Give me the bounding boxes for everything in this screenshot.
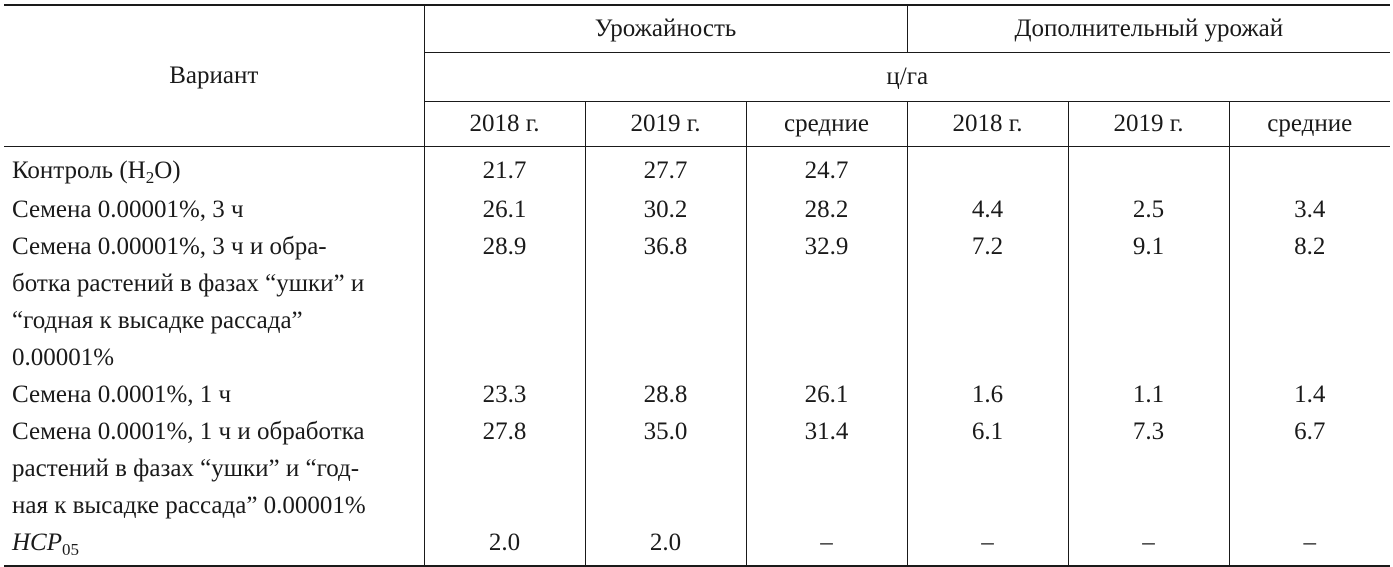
table-cell: 31.4 (745, 413, 908, 524)
row-label: Контроль (H2O) (4, 147, 424, 192)
table-cell: 2.0 (584, 524, 746, 567)
table-cell: 9.1 (1067, 228, 1230, 376)
col-header-extra-2018: 2018 г. (906, 101, 1069, 147)
col-header-yield-2018: 2018 г. (423, 101, 585, 147)
col-header-extra-2019: 2019 г. (1067, 101, 1230, 147)
table-row: Семена 0.0001%, 1 ч 23.3 28.8 26.1 1.6 1… (4, 376, 1391, 413)
row-label: HCP05 (4, 524, 424, 567)
table-cell: 21.7 (423, 146, 585, 191)
row-label-subscript: 2 (145, 168, 155, 187)
variant-column-header: Вариант (4, 4, 424, 147)
table-row: Контроль (H2O) 21.7 27.7 24.7 (4, 146, 1391, 192)
row-label-text: O) (154, 157, 181, 184)
row-label-line: ная к высадке рассада” 0.00001% (12, 492, 366, 519)
row-label: Семена 0.00001%, 3 ч и обра- ботка расте… (4, 228, 424, 376)
table-cell: 7.2 (906, 228, 1069, 376)
table-cell: 7.3 (1067, 413, 1230, 524)
table-cell: 32.9 (745, 228, 908, 376)
table-cell: – (1228, 524, 1391, 567)
table-cell (1067, 146, 1230, 191)
table-cell: 28.9 (423, 228, 585, 376)
table-cell: 6.7 (1228, 413, 1391, 524)
table-cell: 23.3 (423, 376, 585, 413)
table-cell (1228, 146, 1391, 191)
table-header: Вариант Урожайность Дополнительный урожа… (4, 4, 1391, 147)
table-cell: 1.6 (906, 376, 1069, 413)
table-cell: 35.0 (584, 413, 746, 524)
table-row: Семена 0.00001%, 3 ч 26.1 30.2 28.2 4.4 … (4, 191, 1391, 228)
table-cell: 30.2 (584, 191, 746, 228)
row-label: Семена 0.0001%, 1 ч (4, 376, 424, 413)
table-cell: 36.8 (584, 228, 746, 376)
col-header-yield-mean: средние (745, 101, 908, 147)
row-label-line: “годная к высадке рассада” (12, 307, 303, 334)
table-row: Семена 0.00001%, 3 ч и обра- ботка расте… (4, 228, 1391, 376)
table-row: Семена 0.0001%, 1 ч и обработка растений… (4, 413, 1391, 524)
table-cell: 28.8 (584, 376, 746, 413)
row-label: Семена 0.00001%, 3 ч (4, 191, 424, 228)
table-cell: 3.4 (1228, 191, 1391, 228)
table-cell: 26.1 (745, 376, 908, 413)
table-cell: 6.1 (906, 413, 1069, 524)
table-cell (906, 146, 1069, 191)
col-header-extra-mean: средние (1228, 101, 1391, 147)
col-header-yield-2019: 2019 г. (584, 101, 746, 147)
row-label-line: Семена 0.0001%, 1 ч (12, 381, 232, 408)
row-label-line: Семена 0.00001%, 3 ч и обра- (12, 233, 327, 260)
unit-header: ц/га (423, 52, 1391, 102)
table-body: Контроль (H2O) 21.7 27.7 24.7 Семена 0.0… (4, 146, 1391, 567)
table-cell: 4.4 (906, 191, 1069, 228)
row-label-line: Семена 0.00001%, 3 ч (12, 196, 244, 223)
table-cell: 1.1 (1067, 376, 1230, 413)
table-cell: 1.4 (1228, 376, 1391, 413)
table-cell: – (745, 524, 908, 567)
table-cell: 27.7 (584, 146, 746, 191)
table-cell: 24.7 (745, 146, 908, 191)
table-cell: – (906, 524, 1069, 567)
table-cell: 2.0 (423, 524, 585, 567)
yield-table: Вариант Урожайность Дополнительный урожа… (4, 4, 1391, 567)
table-cell: 26.1 (423, 191, 585, 228)
table-cell: 28.2 (745, 191, 908, 228)
row-label: Семена 0.0001%, 1 ч и обработка растений… (4, 413, 424, 524)
row-label-text: HCP (12, 529, 62, 556)
row-label-line: ботка растений в фазах “ушки” и (12, 270, 365, 297)
extra-yield-group-header: Дополнительный урожай (906, 4, 1391, 53)
table-cell: 2.5 (1067, 191, 1230, 228)
table-cell: – (1067, 524, 1230, 567)
table-row: HCP05 2.0 2.0 – – – – (4, 524, 1391, 567)
yield-group-header: Урожайность (423, 4, 908, 53)
table-cell: 27.8 (423, 413, 585, 524)
row-label-line: 0.00001% (12, 344, 115, 371)
row-label-text: Контроль (H (12, 157, 146, 184)
row-label-line: Семена 0.0001%, 1 ч и обработка (12, 418, 365, 445)
row-label-line: растений в фазах “ушки” и “год- (12, 455, 360, 482)
table-cell: 8.2 (1228, 228, 1391, 376)
row-label-subscript: 05 (62, 540, 79, 559)
